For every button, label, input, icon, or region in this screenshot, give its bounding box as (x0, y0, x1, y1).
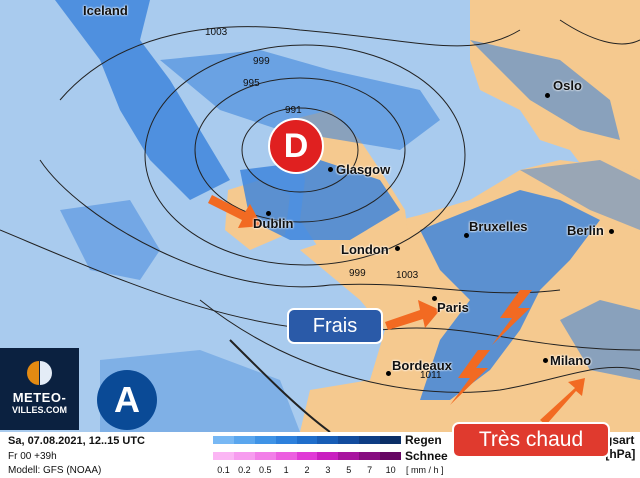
rain-scale (213, 436, 402, 444)
model-name: Modell: GFS (NOAA) (8, 465, 102, 476)
low-pressure-marker: D (268, 118, 324, 174)
logo-text: VILLES.COM (11, 405, 67, 415)
scale-swatch (338, 452, 360, 460)
scale-swatch (233, 452, 255, 460)
scale-swatch (296, 452, 318, 460)
city-dot (464, 233, 469, 238)
isobar-label: 1003 (205, 27, 228, 38)
unit-label: [ mm / h ] (406, 465, 444, 475)
scale-tick: 1 (283, 465, 289, 475)
scale-swatch (380, 436, 402, 444)
arrow-icon (385, 300, 440, 330)
city-label-iceland: Iceland (83, 3, 128, 18)
city-dot (328, 167, 333, 172)
scale-tick: 3 (325, 465, 331, 475)
city-label-milano: Milano (550, 353, 592, 368)
city-dot (266, 211, 271, 216)
scale-swatch (359, 452, 381, 460)
scale-tick: 2 (304, 465, 310, 475)
scale-swatch (380, 452, 402, 460)
isobar-label: 999 (349, 268, 366, 279)
scale-swatch (254, 452, 276, 460)
scale-ticks: 0.1 0.2 0.5 1 2 3 5 7 10 (213, 465, 401, 475)
weather-map[interactable]: Iceland Oslo Glasgow Dublin London Bruxe… (0, 0, 640, 432)
city-label-glasgow: Glasgow (336, 162, 391, 177)
arrows (208, 195, 585, 425)
scale-swatch (233, 436, 255, 444)
map-graphics (0, 0, 640, 432)
isobar-label: 991 (285, 105, 302, 116)
city-label-oslo: Oslo (553, 78, 582, 93)
arrow-icon (208, 195, 262, 228)
scale-swatch (359, 436, 381, 444)
arrow-icon (540, 378, 585, 425)
city-dot (545, 93, 550, 98)
scale-swatch (338, 436, 360, 444)
logo-icon (27, 361, 52, 385)
precip-type-label: gsart (605, 433, 635, 447)
high-pressure-marker: A (97, 370, 157, 430)
city-dot (432, 296, 437, 301)
scale-tick: 0.1 (217, 465, 230, 475)
logo: METEO- VILLES.COM (0, 348, 79, 430)
scale-swatch (213, 452, 234, 460)
scale-swatch (254, 436, 276, 444)
isobar-label: 999 (253, 56, 270, 67)
isobar-label: 995 (243, 78, 260, 89)
forecast-date: Sa, 07.08.2021, 12..15 UTC (8, 435, 145, 447)
city-dot (609, 229, 614, 234)
lightning-icon (492, 290, 532, 345)
scale-tick: 7 (367, 465, 373, 475)
scale-swatch (296, 436, 318, 444)
city-label-bruxelles: Bruxelles (469, 219, 528, 234)
scale-tick: 0.5 (258, 465, 272, 475)
isobar-label: 1011 (420, 370, 442, 381)
city-label-london: London (341, 242, 389, 257)
hot-callout: Très chaud (452, 422, 610, 458)
city-dot (543, 358, 548, 363)
snow-scale (213, 452, 402, 460)
rain-label: Regen (405, 433, 442, 447)
city-dot (386, 371, 391, 376)
city-label-bordeaux: Bordeaux (392, 358, 452, 373)
scale-swatch (275, 452, 297, 460)
snow-label: Schnee (405, 449, 448, 463)
scale-swatch (317, 452, 339, 460)
rain-areas (55, 0, 640, 432)
scale-swatch (317, 436, 339, 444)
scale-tick: 0.2 (238, 465, 251, 475)
city-label-paris: Paris (437, 300, 469, 315)
city-dot (395, 246, 400, 251)
city-label-berlin: Berlin (567, 223, 604, 238)
lightning-icon (450, 350, 490, 405)
logo-text: METEO- (12, 390, 67, 405)
forecast-run: Fr 00 +39h (8, 451, 57, 462)
city-label-dublin: Dublin (253, 216, 294, 231)
scale-tick: 10 (385, 465, 396, 475)
scale-swatch (213, 436, 234, 444)
scale-swatch (275, 436, 297, 444)
scale-tick: 5 (346, 465, 352, 475)
isobar-label: 1003 (396, 270, 419, 281)
cool-callout: Frais (287, 308, 383, 344)
